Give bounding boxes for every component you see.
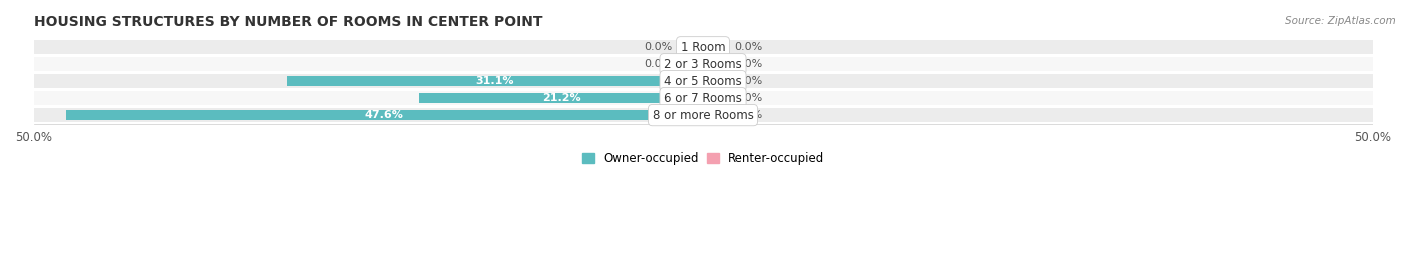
Bar — [34, 57, 1372, 72]
Bar — [679, 59, 703, 69]
Text: 47.6%: 47.6% — [366, 110, 404, 120]
Bar — [703, 59, 727, 69]
Legend: Owner-occupied, Renter-occupied: Owner-occupied, Renter-occupied — [582, 152, 824, 165]
Text: 0.0%: 0.0% — [734, 59, 762, 69]
Text: 0.0%: 0.0% — [734, 110, 762, 120]
Text: HOUSING STRUCTURES BY NUMBER OF ROOMS IN CENTER POINT: HOUSING STRUCTURES BY NUMBER OF ROOMS IN… — [34, 15, 541, 29]
Text: 2 or 3 Rooms: 2 or 3 Rooms — [664, 58, 742, 71]
Bar — [703, 93, 727, 103]
Bar — [287, 76, 703, 86]
Bar — [34, 40, 1372, 55]
Text: 21.2%: 21.2% — [541, 93, 581, 103]
Bar — [679, 42, 703, 52]
Text: 1 Room: 1 Room — [681, 41, 725, 54]
Bar — [34, 108, 1372, 122]
Bar — [703, 42, 727, 52]
Text: 0.0%: 0.0% — [734, 93, 762, 103]
Bar — [34, 74, 1372, 89]
Bar — [34, 91, 1372, 105]
Text: 0.0%: 0.0% — [734, 42, 762, 52]
Text: 6 or 7 Rooms: 6 or 7 Rooms — [664, 92, 742, 105]
Bar — [419, 93, 703, 103]
Text: 4 or 5 Rooms: 4 or 5 Rooms — [664, 75, 742, 88]
Text: Source: ZipAtlas.com: Source: ZipAtlas.com — [1285, 16, 1396, 26]
Text: 0.0%: 0.0% — [644, 42, 672, 52]
Text: 8 or more Rooms: 8 or more Rooms — [652, 109, 754, 122]
Bar — [703, 76, 727, 86]
Text: 31.1%: 31.1% — [475, 76, 515, 86]
Text: 0.0%: 0.0% — [644, 59, 672, 69]
Bar — [66, 110, 703, 120]
Bar — [703, 110, 727, 120]
Text: 0.0%: 0.0% — [734, 76, 762, 86]
